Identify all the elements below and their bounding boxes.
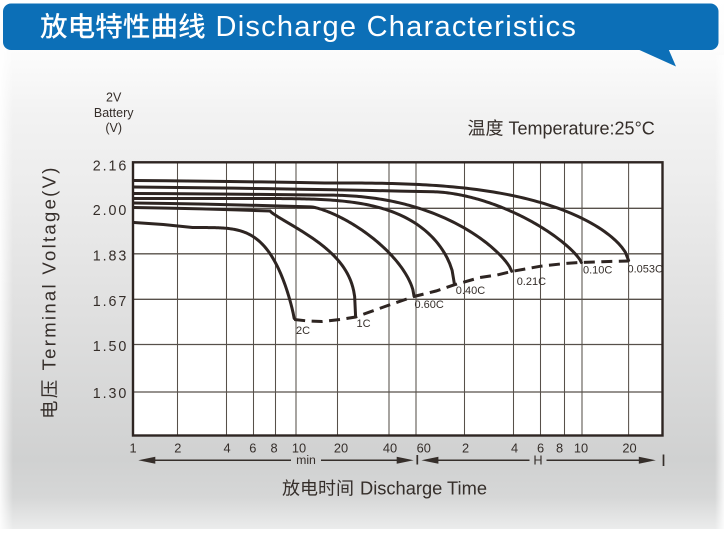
svg-text:2.16: 2.16	[93, 159, 128, 175]
svg-text:H: H	[533, 452, 542, 467]
svg-text:2: 2	[462, 440, 469, 455]
svg-text:6: 6	[249, 440, 256, 455]
svg-text:0.053C: 0.053C	[628, 264, 664, 276]
svg-text:Battery: Battery	[94, 106, 134, 120]
svg-text:1.30: 1.30	[93, 386, 128, 402]
svg-text:4: 4	[223, 440, 230, 455]
svg-text:2: 2	[174, 440, 181, 455]
svg-text:Temperature:25°C: Temperature:25°C	[509, 119, 655, 139]
svg-text:10: 10	[292, 440, 306, 455]
svg-text:(V): (V)	[105, 121, 122, 135]
svg-text:10: 10	[574, 440, 588, 455]
svg-text:40: 40	[383, 440, 397, 455]
svg-text:0.21C: 0.21C	[517, 276, 546, 288]
svg-text:1.67: 1.67	[93, 294, 128, 310]
svg-text:1C: 1C	[357, 318, 371, 330]
svg-text:Discharge Characteristics: Discharge Characteristics	[216, 11, 578, 43]
svg-text:20: 20	[622, 440, 636, 455]
svg-text:60: 60	[417, 440, 431, 455]
svg-text:2V: 2V	[106, 91, 122, 105]
svg-text:Terminal Voltage(V): Terminal Voltage(V)	[39, 165, 60, 370]
svg-text:1.50: 1.50	[93, 339, 128, 355]
svg-text:8: 8	[270, 440, 277, 455]
svg-text:min: min	[296, 453, 316, 467]
svg-text:0.60C: 0.60C	[415, 299, 444, 311]
svg-text:Discharge Time: Discharge Time	[360, 478, 487, 499]
svg-text:20: 20	[334, 440, 348, 455]
svg-text:4: 4	[511, 440, 518, 455]
svg-text:1: 1	[129, 440, 136, 455]
svg-text:0.10C: 0.10C	[583, 264, 612, 276]
svg-text:2.00: 2.00	[93, 203, 128, 219]
svg-text:1.83: 1.83	[93, 248, 128, 264]
svg-text:0.40C: 0.40C	[456, 285, 485, 297]
svg-text:6: 6	[537, 440, 544, 455]
svg-text:2C: 2C	[296, 325, 310, 337]
svg-text:8: 8	[556, 440, 563, 455]
